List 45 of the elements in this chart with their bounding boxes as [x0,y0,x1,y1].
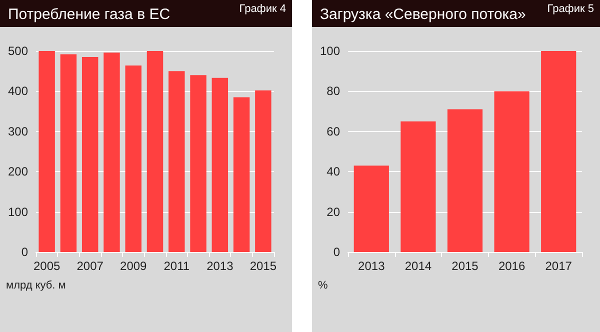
bar [447,109,483,252]
bar [125,65,142,252]
y-tick-label: 300 [8,124,28,138]
y-tick-label: 0 [333,245,340,259]
x-tick-label: 2017 [545,259,572,273]
x-tick-label: 2013 [358,259,386,273]
x-tick-label: 2007 [76,259,104,273]
bar [104,52,120,252]
bar [60,54,77,252]
chart-title: Потребление газа в ЕС [8,6,170,23]
x-tick-label: 2013 [206,259,234,273]
y-tick-label: 60 [326,124,340,138]
chart-subtitle: График 5 [547,3,594,15]
y-tick-label: 400 [8,84,28,98]
bar [168,71,185,252]
bar [400,121,436,252]
x-tick-label: 2016 [498,259,526,273]
x-tick-label: 2014 [404,259,432,273]
bar [255,90,272,252]
bar [38,51,55,252]
bar [494,91,530,252]
bar [190,75,206,252]
y-tick-label: 40 [326,164,340,179]
bar [82,57,98,252]
x-tick-label: 2011 [164,259,190,273]
y-tick-label: 80 [326,84,340,98]
chart-subtitle: График 4 [239,3,286,15]
y-tick-label: 0 [21,245,28,259]
bar [212,78,228,252]
y-tick-label: 100 [8,204,28,219]
x-tick-label: 2015 [452,259,479,273]
bar [354,166,389,252]
y-axis-title: млрд куб. м [6,280,66,292]
bar [146,51,164,252]
y-tick-label: 100 [320,44,340,58]
y-tick-label: 500 [8,44,28,58]
y-tick-label: 20 [326,204,340,219]
x-tick-label: 2005 [33,259,60,273]
y-axis-title: % [318,280,328,292]
bar [233,97,250,252]
bar [541,51,576,252]
y-tick-label: 200 [8,164,28,179]
chart-title: Загрузка «Северного потока» [320,6,526,23]
x-tick-label: 2015 [250,259,277,273]
x-tick-label: 2009 [120,259,148,273]
